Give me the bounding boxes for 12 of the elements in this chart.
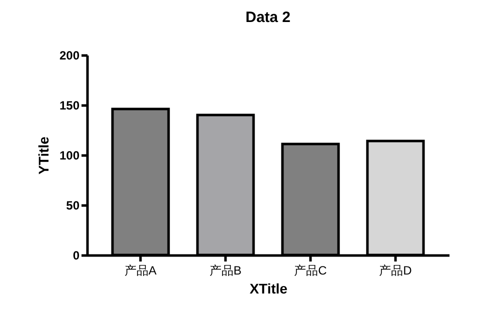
chart-title: Data 2	[245, 9, 291, 26]
y-tick-label: 150	[59, 98, 80, 112]
y-tick-label: 50	[66, 198, 80, 212]
y-axis-title: YTitle	[35, 136, 52, 174]
y-tick-label: 0	[72, 248, 80, 262]
x-axis-title: XTitle	[250, 280, 288, 296]
x-tick-label: 产品D	[379, 264, 412, 278]
y-tick-label: 200	[59, 48, 80, 62]
x-tick-label: 产品B	[210, 264, 242, 278]
y-tick-label: 100	[59, 148, 80, 162]
x-tick-label: 产品A	[124, 264, 157, 278]
x-tick-label: 产品C	[294, 264, 328, 278]
